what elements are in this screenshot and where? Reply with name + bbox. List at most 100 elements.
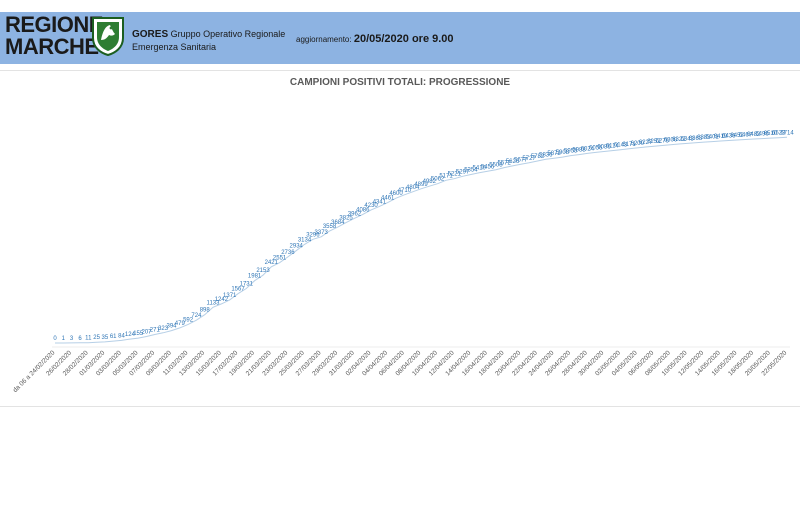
region-logo: REGIONE MARCHE (5, 12, 103, 59)
update-info: aggiornamento: 20/05/2020 ore 9.00 (296, 33, 454, 45)
data-label: 6056 (589, 145, 603, 151)
data-label: 5836 (539, 152, 553, 158)
data-label: 5872 (547, 151, 561, 157)
data-label: 124 (125, 332, 136, 338)
data-label: 11 (85, 336, 92, 342)
data-label: 6300 (664, 138, 678, 144)
chart-container: CAMPIONI POSITIVI TOTALI: PROGRESSIONE 0… (0, 70, 800, 407)
data-label: 6383 (697, 135, 711, 141)
data-label: 5677 (514, 157, 528, 163)
data-label: 3373 (315, 230, 329, 236)
logo-line-2: MARCHE (5, 34, 99, 59)
data-label: 2153 (256, 268, 270, 274)
data-label: 3825 (339, 216, 353, 222)
data-label: 3684 (331, 220, 345, 226)
data-label: 323 (158, 326, 169, 332)
data-label: 3 (70, 336, 74, 342)
data-label: 1371 (223, 293, 237, 299)
data-label: 3558 (323, 224, 337, 230)
data-label: 479 (175, 321, 186, 327)
data-label: 592 (183, 317, 194, 323)
data-label: 5456 (481, 164, 495, 170)
data-label: 6114 (606, 144, 620, 150)
data-label: 6363 (689, 136, 703, 142)
data-label: 6 (78, 336, 82, 342)
data-label: 6024 (581, 146, 595, 152)
data-label: 5572 (498, 161, 512, 167)
data-label: 4461 (381, 196, 395, 202)
data-label: 6143 (614, 143, 628, 149)
data-label: 5171 (439, 173, 453, 179)
data-label: 724 (191, 313, 202, 319)
data-label: 5988 (572, 148, 586, 154)
header-banner: REGIONE MARCHE GORES Gruppo Operativo Re… (0, 12, 800, 64)
data-label: 5062 (431, 177, 445, 183)
data-label: 5508 (489, 163, 503, 169)
data-label: 6714 (780, 130, 794, 136)
data-label: 6510 (764, 131, 778, 137)
data-label: 2736 (281, 250, 295, 256)
data-label: 6276 (656, 139, 670, 145)
data-label: 6200 (631, 141, 645, 147)
data-label: 6171 (622, 142, 636, 148)
data-label: 4804 (406, 185, 420, 191)
logo-line-1: REGIONE (5, 12, 103, 37)
data-label: 5297 (456, 169, 470, 175)
data-label: 3962 (348, 211, 362, 217)
data-label: 5908 (556, 150, 570, 156)
data-label: 5221 (448, 172, 462, 178)
update-value: 20/05/2020 ore 9.00 (353, 33, 454, 45)
data-label: 84 (118, 333, 125, 339)
series-line (55, 136, 788, 344)
data-label: 5410 (473, 166, 487, 172)
organization-block: GORES Gruppo Operativo Regionale Emergen… (132, 28, 285, 53)
data-label: 4600 (389, 191, 403, 197)
data-label: 61 (110, 334, 117, 340)
data-label: 35 (102, 335, 109, 341)
data-label: 6467 (739, 133, 753, 139)
data-label: 6496 (755, 132, 769, 138)
data-label: 1731 (240, 282, 254, 288)
data-label: 4899 (414, 182, 428, 188)
data-label: 6401 (705, 135, 719, 141)
line-chart: 0 1 3 6 11 25 35 61 84 12415520727132339447959272… (12, 130, 794, 394)
data-label: 394 (166, 324, 177, 330)
data-label: 4341 (373, 199, 387, 205)
data-label: 25 (93, 335, 100, 341)
data-label: 6523 (772, 131, 786, 137)
org-short-name: GORES (132, 29, 169, 40)
data-label: 5955 (564, 149, 578, 155)
data-label: 4982 (423, 179, 437, 185)
data-label: 1 (62, 336, 66, 342)
data-label: 4230 (364, 203, 378, 209)
org-desc-line-2: Emergenza Sanitaria (132, 42, 217, 52)
data-label: 155 (133, 331, 144, 337)
chart-title: CAMPIONI POSITIVI TOTALI: PROGRESSIONE (289, 77, 511, 88)
data-label: 6343 (681, 136, 695, 142)
data-label: 4710 (398, 188, 412, 194)
data-label: 6322 (672, 137, 686, 143)
data-label: 3296 (306, 232, 320, 238)
data-label: 6252 (647, 139, 661, 145)
data-label: 6452 (730, 133, 744, 139)
data-label: 6482 (747, 132, 761, 138)
data-label: 0 (53, 336, 57, 342)
data-label: 1981 (248, 274, 262, 280)
data-label: 207 (141, 330, 152, 336)
data-label: 1567 (231, 287, 245, 293)
data-label: 5626 (506, 159, 520, 165)
data-label: 6436 (722, 134, 736, 140)
data-label: 5354 (464, 168, 478, 174)
data-label: 6086 (597, 145, 611, 151)
data-label: 898 (200, 308, 211, 314)
data-label: 1133 (207, 300, 221, 306)
org-desc-line-1: Gruppo Operativo Regionale (170, 29, 286, 39)
data-label: 2421 (265, 260, 279, 266)
data-label: 5782 (531, 154, 545, 160)
data-label: 6227 (639, 140, 653, 146)
data-label: 2934 (290, 244, 304, 250)
data-label: 5727 (522, 156, 536, 162)
data-label: 4086 (356, 207, 370, 213)
data-label: 2551 (273, 256, 287, 262)
data-label: 6419 (714, 134, 728, 140)
